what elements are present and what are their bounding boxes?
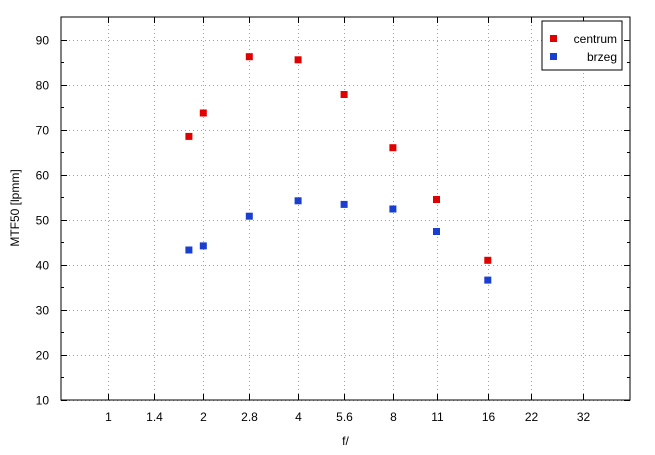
point-centrum — [199, 109, 207, 117]
axis-ticks — [61, 17, 630, 401]
y-tick-label: 40 — [36, 259, 50, 273]
legend-marker-centrum — [550, 35, 557, 42]
point-brzeg — [245, 212, 253, 220]
point-brzeg — [433, 228, 440, 235]
x-tick-label: 1.4 — [146, 410, 163, 424]
plot-frame — [60, 16, 631, 401]
y-tick-label: 60 — [36, 169, 50, 183]
x-tick-label: 4 — [295, 410, 302, 424]
data-points — [185, 53, 492, 284]
y-tick-label: 10 — [36, 394, 50, 408]
point-centrum — [185, 132, 193, 140]
point-brzeg — [340, 200, 348, 208]
x-tick-label: 2 — [200, 410, 207, 424]
x-tick-label: 16 — [482, 410, 496, 424]
point-centrum — [294, 56, 302, 64]
y-tick-label: 50 — [36, 214, 50, 228]
point-centrum — [484, 256, 492, 264]
point-brzeg — [484, 276, 492, 284]
x-tick-label: 11 — [431, 410, 444, 424]
y-tick-label: 80 — [36, 79, 50, 93]
x-tick-labels: 1 1.4 2 2.8 4 5.6 8 11 16 22 32 — [105, 410, 590, 424]
y-axis-label: MTF50 [lpmm] — [8, 169, 22, 246]
y-tick-labels: 10 20 30 40 50 60 70 80 90 — [36, 34, 50, 408]
x-tick-label: 2.8 — [241, 410, 258, 424]
x-tick-label: 5.6 — [336, 410, 353, 424]
point-centrum — [245, 53, 253, 61]
x-axis-label: f/ — [342, 434, 349, 448]
point-brzeg — [185, 246, 193, 254]
y-tick-label: 90 — [36, 34, 50, 48]
x-tick-label: 22 — [525, 410, 539, 424]
legend-label-brzeg: brzeg — [587, 50, 617, 64]
y-tick-label: 70 — [36, 124, 50, 138]
legend-label-centrum: centrum — [574, 32, 617, 46]
point-centrum — [433, 196, 440, 203]
point-brzeg — [389, 205, 397, 213]
legend-marker-brzeg — [550, 53, 557, 60]
grid — [61, 17, 630, 401]
legend-box — [541, 20, 623, 71]
x-tick-label: 1 — [105, 410, 112, 424]
legend: centrum brzeg — [541, 20, 623, 71]
point-brzeg — [294, 197, 302, 205]
point-centrum — [389, 144, 397, 152]
x-tick-label: 32 — [577, 410, 591, 424]
y-tick-label: 20 — [36, 349, 50, 363]
x-tick-label: 8 — [390, 410, 397, 424]
y-tick-label: 30 — [36, 304, 50, 318]
point-centrum — [340, 91, 348, 98]
point-brzeg — [199, 242, 207, 250]
